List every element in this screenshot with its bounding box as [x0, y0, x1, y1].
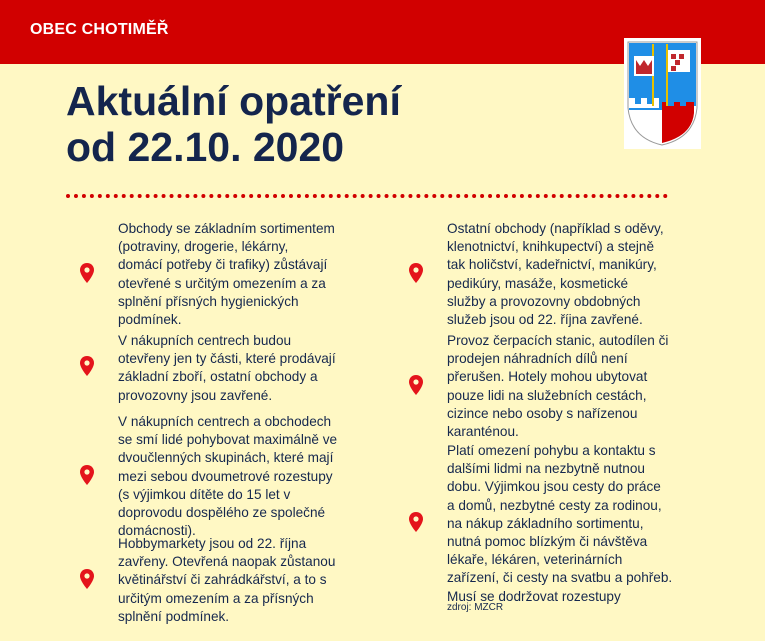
municipality-name: OBEC CHOTIMĚŘ — [30, 21, 169, 38]
measure-text-line: V nákupních centrech a obchodech — [118, 414, 332, 429]
title-line-1: Aktuální opatření — [66, 78, 401, 124]
measure-text-line: Ostatní obchody (například s oděvy, — [447, 221, 664, 236]
dotted-divider — [66, 194, 668, 198]
measure-text-line: zavřeny. Otevřená naopak zůstanou — [118, 554, 336, 570]
measure-text-line: V nákupních centrech budou — [118, 333, 292, 348]
measure-item: Hobbymarkety jsou od 22. října zavřeny. O… — [118, 535, 383, 626]
measure-text-line: zařízení, či cesty na svatbu a pohřeb. — [447, 570, 673, 586]
map-pin-icon — [409, 511, 423, 532]
measure-text-line: Hobbymarkety jsou od 22. října — [118, 536, 307, 551]
source-note: zdroj: MZCR — [447, 602, 504, 613]
measure-text-line: domácnosti). — [118, 523, 196, 539]
map-pin-icon — [409, 374, 423, 395]
measure-text-line: splnění přísných hygienických — [118, 293, 299, 309]
measure-text-line: prodejen náhradních dílů není — [447, 351, 628, 367]
measure-text-line: dalšími lidmi na nezbytně nutnou — [447, 461, 645, 477]
measure-text-line: (potraviny, drogerie, lékárny, — [118, 239, 289, 255]
measure-text-line: Musí se dodržovat rozestupy — [447, 588, 621, 604]
measure-text-line: pedikúry, masáže, kosmetické — [447, 275, 629, 291]
measure-text-line: pouze lidi na služebních cestách, — [447, 387, 647, 403]
measure-item: Provoz čerpacích stanic, autodílen či pro… — [447, 332, 712, 441]
measure-text-line: přerušen. Hotely mohou ubytovat — [447, 369, 648, 385]
measure-text-line: Platí omezení pohybu a kontaktu s — [447, 443, 656, 458]
map-pin-icon — [80, 568, 94, 589]
measure-text-line: Provoz čerpacích stanic, autodílen či — [447, 333, 669, 348]
measure-item: Ostatní obchody (například s oděvy, kleno… — [447, 220, 712, 329]
measure-text-line: (s výjimkou dítěte do 15 let v — [118, 486, 291, 502]
measure-text-line: domácí potřeby či trafiky) zůstávají — [118, 257, 328, 273]
map-pin-icon — [80, 356, 94, 377]
measure-text-line: dobu. Výjimkou jsou cesty do práce — [447, 479, 661, 495]
measure-text-line: otevřeny jen ty části, které prodávají — [118, 351, 336, 367]
measure-text-line: nutná pomoc blízkým či návštěva — [447, 534, 648, 550]
measure-item: Obchody se základním sortimentem (potravi… — [118, 220, 383, 329]
measure-text-line: dvoučlenných skupinách, které mají — [118, 450, 334, 466]
measure-item: V nákupních centrech budou otevřeny jen t… — [118, 332, 383, 405]
measure-text-line: karanténou. — [447, 424, 519, 440]
measure-text-line: splnění podmínek. — [118, 608, 230, 624]
measure-text-line: a domů, nezbytné cesty za rodinou, — [447, 497, 662, 513]
measure-text-line: lékaře, lékáren, veterinárních — [447, 552, 623, 568]
measure-text-line: se smí lidé pohybovat maximálně ve — [118, 432, 338, 448]
measure-item: Platí omezení pohybu a kontaktu s dalšími… — [447, 442, 712, 606]
measure-item: V nákupních centrech a obchodech se smí l… — [118, 413, 383, 540]
measure-text-line: služby a provozovny obdobných — [447, 293, 641, 309]
title-line-2: od 22.10. 2020 — [66, 124, 345, 170]
measure-text-line: podmínek. — [118, 312, 182, 328]
measure-text-line: mezi sebou dvoumetrové rozestupy — [118, 468, 333, 484]
header-bar: OBEC CHOTIMĚŘ — [0, 0, 765, 64]
measure-text-line: cizince nebo osoby s nařízenou — [447, 405, 638, 421]
measure-text-line: doprovodu dospělého ze společné — [118, 505, 326, 521]
measure-text-line: základní zboří, ostatní obchody a — [118, 369, 318, 385]
measure-text-line: květinářství či zahrádkářství, a to s — [118, 572, 327, 588]
measure-text-line: služeb jsou od 22. října zavřené. — [447, 312, 643, 328]
map-pin-icon — [409, 262, 423, 283]
page-title: Aktuální opatření od 22.10. 2020 — [66, 78, 401, 170]
map-pin-icon — [80, 464, 94, 485]
measure-text-line: určitým omezením a za přísných — [118, 590, 314, 606]
measure-text-line: provozovny jsou zavřené. — [118, 387, 273, 403]
measure-text-line: Obchody se základním sortimentem — [118, 221, 335, 236]
measure-text-line: otevřené s určitým omezením a za — [118, 275, 326, 291]
measure-text-line: klenotnictví, knihkupectví) a stejně — [447, 239, 655, 255]
coat-of-arms-logo — [624, 38, 701, 149]
measure-text-line: tak holičství, kadeřnictví, manikúry, — [447, 257, 657, 273]
measure-text-line: na nákup základního sortimentu, — [447, 515, 644, 531]
map-pin-icon — [80, 262, 94, 283]
